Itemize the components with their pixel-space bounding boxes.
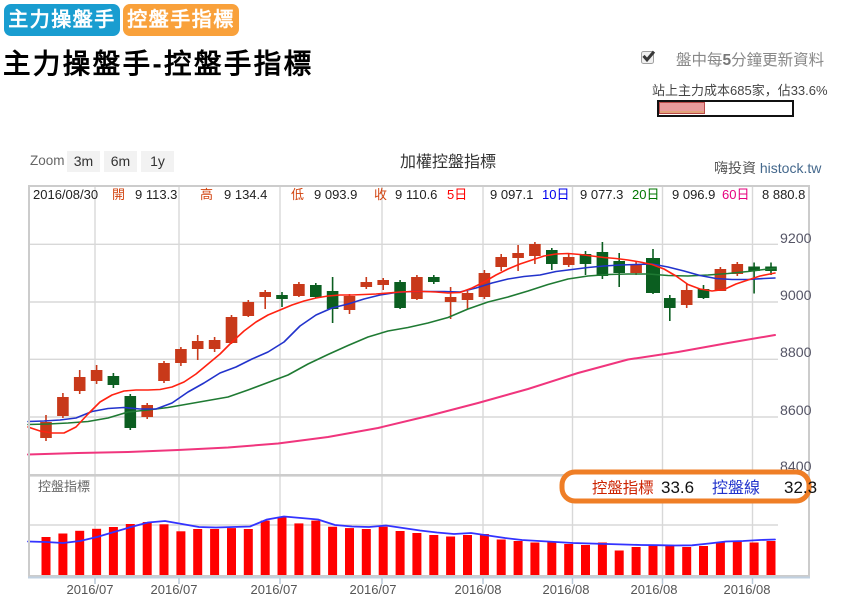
svg-text:2016/07: 2016/07 xyxy=(350,582,397,597)
svg-text:開: 開 xyxy=(112,187,125,202)
svg-text:10日: 10日 xyxy=(542,187,569,202)
svg-text:2016/07: 2016/07 xyxy=(251,582,298,597)
svg-text:2016/08: 2016/08 xyxy=(455,582,502,597)
svg-text:9 096.9: 9 096.9 xyxy=(672,187,715,202)
svg-text:33.6: 33.6 xyxy=(661,478,694,497)
svg-text:5日: 5日 xyxy=(447,187,467,202)
svg-text:2016/08: 2016/08 xyxy=(724,582,771,597)
svg-text:低: 低 xyxy=(291,187,304,202)
svg-text:9 110.6: 9 110.6 xyxy=(395,187,437,202)
svg-text:9 093.9: 9 093.9 xyxy=(314,187,357,202)
svg-text:控盤指標: 控盤指標 xyxy=(38,479,90,494)
svg-text:控盤指標: 控盤指標 xyxy=(592,479,654,497)
svg-text:8 880.8: 8 880.8 xyxy=(762,187,805,202)
svg-text:9 134.4: 9 134.4 xyxy=(224,187,267,202)
svg-text:20日: 20日 xyxy=(632,187,659,202)
svg-text:控盤線: 控盤線 xyxy=(712,479,760,497)
svg-text:2016/07: 2016/07 xyxy=(151,582,198,597)
svg-text:高: 高 xyxy=(200,187,213,202)
svg-text:9000: 9000 xyxy=(780,288,812,304)
svg-text:9 113.3: 9 113.3 xyxy=(135,187,177,202)
svg-text:2016/08: 2016/08 xyxy=(631,582,678,597)
svg-text:2016/08/30: 2016/08/30 xyxy=(33,187,98,202)
svg-text:60日: 60日 xyxy=(722,187,749,202)
svg-text:收: 收 xyxy=(374,187,387,202)
svg-text:2016/07: 2016/07 xyxy=(67,582,114,597)
svg-text:9 097.1: 9 097.1 xyxy=(490,187,533,202)
svg-text:32.3: 32.3 xyxy=(784,478,817,497)
svg-text:9200: 9200 xyxy=(780,231,812,247)
svg-text:8800: 8800 xyxy=(780,345,812,361)
svg-text:8600: 8600 xyxy=(780,403,812,419)
svg-text:2016/08: 2016/08 xyxy=(543,582,590,597)
svg-text:9 077.3: 9 077.3 xyxy=(580,187,623,202)
